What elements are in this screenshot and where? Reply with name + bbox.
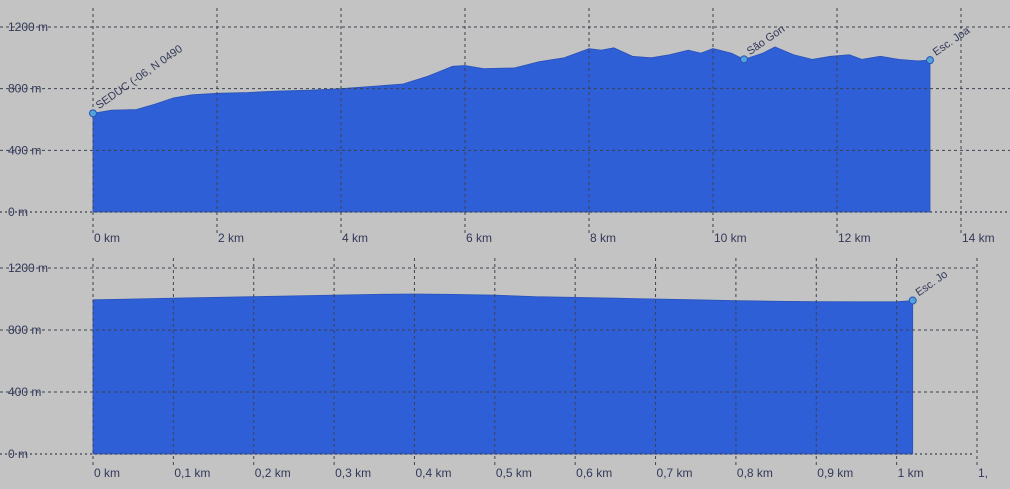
x-tick-label: 0 km: [94, 231, 120, 245]
waypoint-marker: [89, 109, 97, 118]
y-tick-label: 400 m: [8, 143, 41, 157]
x-tick-label: 8 km: [590, 231, 616, 245]
waypoint-marker: [926, 56, 934, 65]
elevation-area-series-1: [92, 293, 914, 455]
x-tick-label: 0,2 km: [255, 466, 291, 480]
x-tick-label: 1 km: [898, 466, 924, 480]
y-tick-label: 400 m: [8, 385, 41, 399]
y-tick-label: 1200 m: [8, 20, 48, 34]
elevation-chart-1: 0 m 400 m 800 m 1200 m 0 km 2 km 4 km 6 km 8 km 1…: [0, 8, 1010, 245]
waypoint-label: Esc. Joa: [931, 24, 973, 59]
x-tick-label: 1,: [978, 466, 988, 480]
y-tick-label: 0 m: [8, 205, 28, 219]
x-tick-label: 0,9 km: [817, 466, 853, 480]
elevation-area-series-1: [92, 46, 931, 213]
x-tick-label: 0,1 km: [174, 466, 210, 480]
y-tick-label: 0 m: [8, 447, 28, 461]
waypoint-marker: [908, 296, 917, 305]
x-tick-label: 0,3 km: [335, 466, 371, 480]
x-tick-label: 2 km: [218, 231, 244, 245]
x-tick-label: 6 km: [466, 231, 492, 245]
x-tick-label: 0,8 km: [737, 466, 773, 480]
x-tick-label: 12 km: [838, 231, 871, 245]
x-tick-label: 0 km: [94, 466, 120, 480]
elevation-chart-2: 0 m 400 m 800 m 1200 m 0 km 0,1 km 0,2 km 0,3 k…: [0, 258, 988, 480]
x-tick-label: 10 km: [714, 231, 747, 245]
x-tick-label: 0,7 km: [657, 466, 693, 480]
x-tick-label: 0,4 km: [415, 466, 451, 480]
x-tick-label: 14 km: [962, 231, 995, 245]
x-tick-label: 4 km: [342, 231, 368, 245]
x-tick-label: 0,6 km: [576, 466, 612, 480]
y-tick-label: 800 m: [8, 82, 41, 96]
x-tick-label: 0,5 km: [496, 466, 532, 480]
y-tick-label: 800 m: [8, 323, 41, 337]
waypoint-label: Esc. Jo: [914, 268, 950, 299]
waypoint-marker: [740, 55, 748, 64]
y-tick-label: 1200 m: [8, 261, 48, 275]
